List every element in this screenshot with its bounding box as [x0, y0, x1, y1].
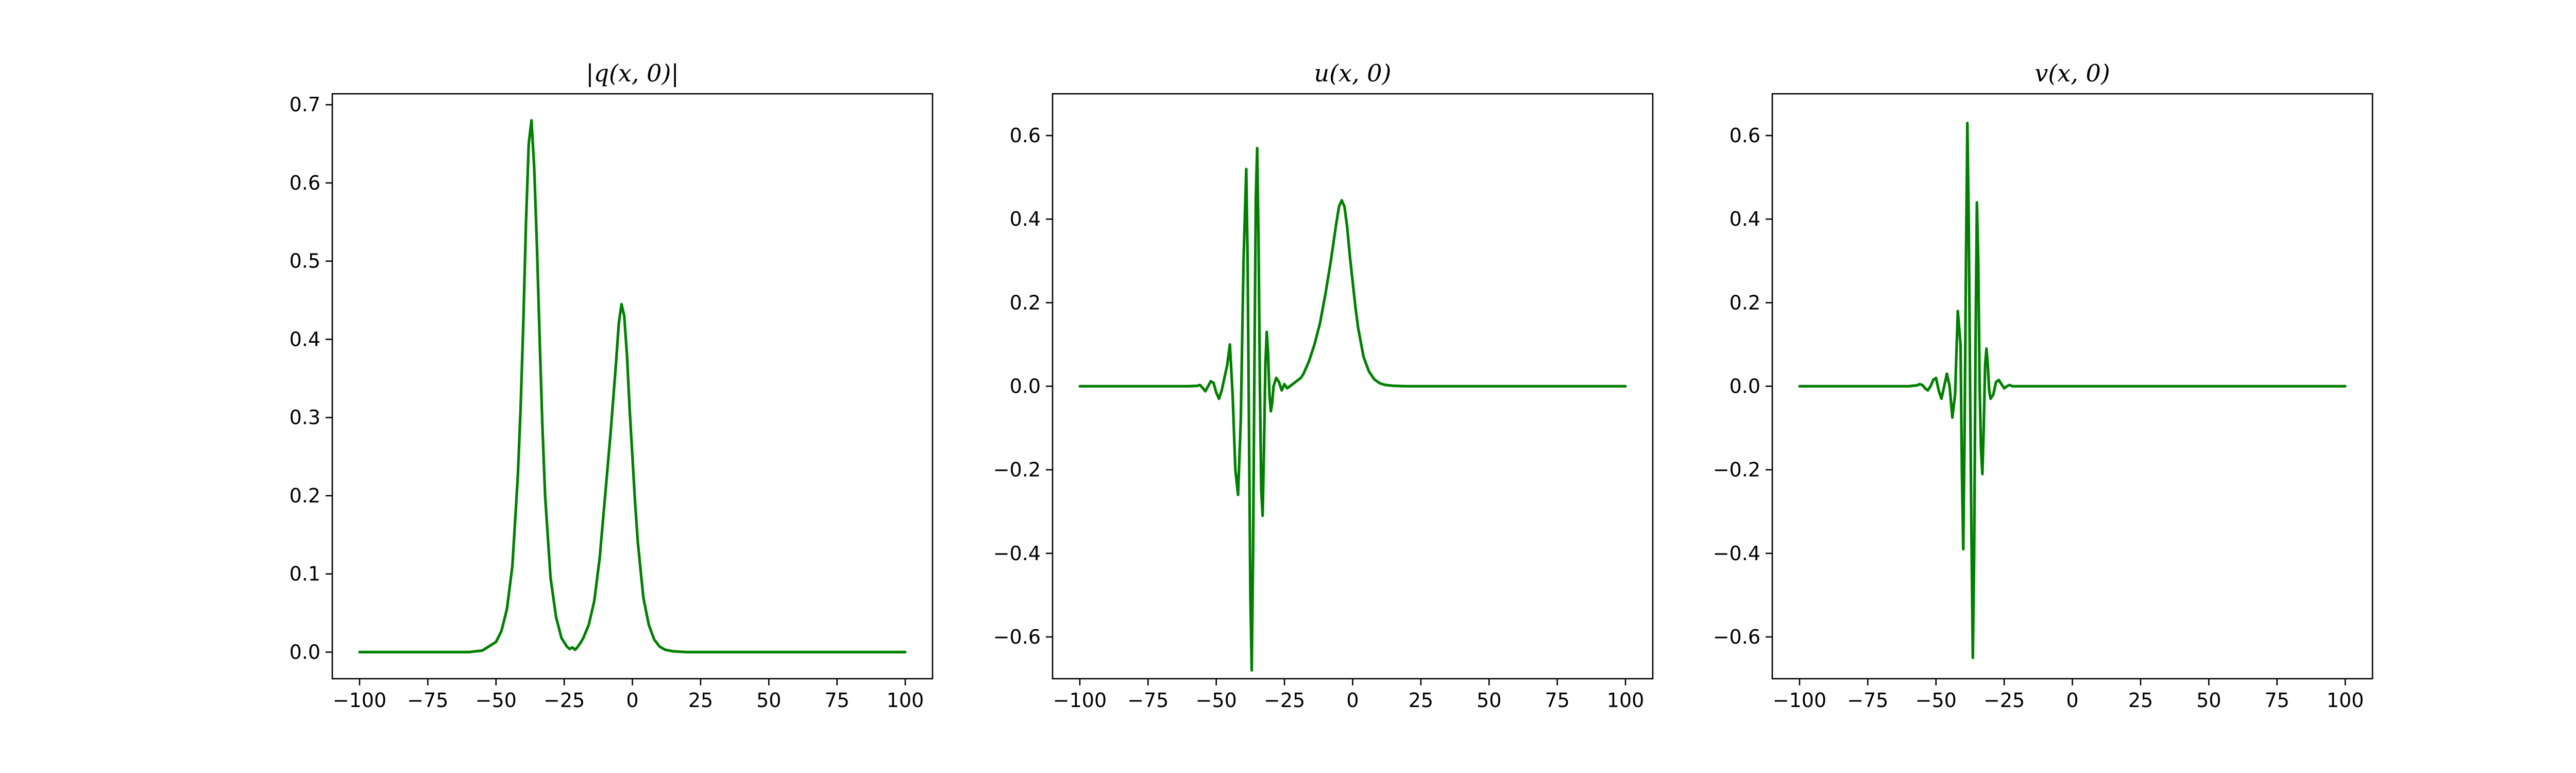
y-tick-label: 0.0 — [1010, 375, 1041, 398]
y-tick-label: 0.1 — [290, 563, 320, 585]
x-tick-label: 25 — [1409, 689, 1433, 712]
x-tick-label: −50 — [1196, 689, 1237, 712]
y-tick-label: −0.6 — [993, 626, 1041, 648]
y-tick-label: 0.4 — [290, 328, 320, 350]
x-tick-label: −25 — [544, 689, 585, 712]
panel-q-magnitude: −100 −75 −50 −25 0 25 50 75 100 0.0 0.1 0.2 0.3 0.4 0.… — [290, 59, 934, 712]
y-tick-label: −0.2 — [1713, 459, 1760, 481]
x-tick-label: −25 — [1984, 689, 2025, 712]
y-tick-label: 0.6 — [1010, 124, 1041, 147]
y-tick-label: 0.2 — [1010, 291, 1041, 314]
x-tick-label: 100 — [2327, 689, 2364, 712]
x-tick-label: −75 — [407, 689, 448, 712]
y-tick-label: −0.6 — [1713, 626, 1760, 648]
chart-title: v(x, 0) — [2035, 59, 2110, 87]
chart-title: |q(x, 0)| — [586, 59, 679, 87]
x-tick-label: 0 — [1346, 689, 1359, 712]
y-tick-label: 0.7 — [290, 93, 320, 116]
y-tick-label: 0.2 — [1730, 291, 1760, 314]
panel-u: −100 −75 −50 −25 0 25 50 75 100 −0.6 −0.4 −0.2 0.0 0.… — [993, 59, 1654, 712]
x-tick-label: −100 — [333, 689, 386, 712]
y-tick-label: −0.4 — [1713, 542, 1760, 565]
y-tick-label: 0.5 — [290, 250, 320, 273]
y-tick-label: 0.3 — [290, 406, 320, 429]
y-tick-label: 0.4 — [1010, 208, 1041, 230]
x-tick-label: −50 — [476, 689, 517, 712]
y-tick-label: 0.4 — [1730, 208, 1760, 230]
chart-title: u(x, 0) — [1314, 59, 1392, 87]
x-tick-label: −75 — [1127, 689, 1168, 712]
panel-v: −100 −75 −50 −25 0 25 50 75 100 −0.6 −0.4 −0.2 0.0 0.… — [1713, 59, 2374, 712]
y-tick-label: 0.0 — [290, 641, 320, 663]
series-line-0 — [1798, 122, 2347, 660]
x-tick-label: 75 — [824, 689, 849, 712]
y-tick-label: 0.0 — [1730, 375, 1760, 398]
y-tick-label: 0.2 — [290, 484, 320, 507]
y-tick-label: −0.2 — [993, 459, 1041, 481]
x-tick-label: 50 — [2196, 689, 2221, 712]
x-tick-label: −50 — [1916, 689, 1957, 712]
x-tick-label: 75 — [2264, 689, 2289, 712]
series-line-0 — [358, 119, 907, 654]
x-tick-label: 25 — [2128, 689, 2153, 712]
x-tick-label: 50 — [756, 689, 781, 712]
x-tick-label: −25 — [1264, 689, 1305, 712]
y-tick-label: −0.4 — [993, 542, 1041, 565]
series-line-0 — [1078, 146, 1627, 672]
y-tick-label: 0.6 — [1730, 124, 1760, 147]
x-tick-label: −100 — [1773, 689, 1826, 712]
x-tick-label: 0 — [626, 689, 638, 712]
y-tick-label: 0.6 — [290, 172, 320, 194]
x-tick-label: −100 — [1053, 689, 1107, 712]
x-tick-label: −75 — [1847, 689, 1888, 712]
x-tick-label: 100 — [887, 689, 924, 712]
x-tick-label: 50 — [1477, 689, 1501, 712]
x-tick-label: 0 — [2066, 689, 2078, 712]
x-tick-label: 75 — [1545, 689, 1569, 712]
x-tick-label: 100 — [1607, 689, 1645, 712]
x-tick-label: 25 — [688, 689, 713, 712]
